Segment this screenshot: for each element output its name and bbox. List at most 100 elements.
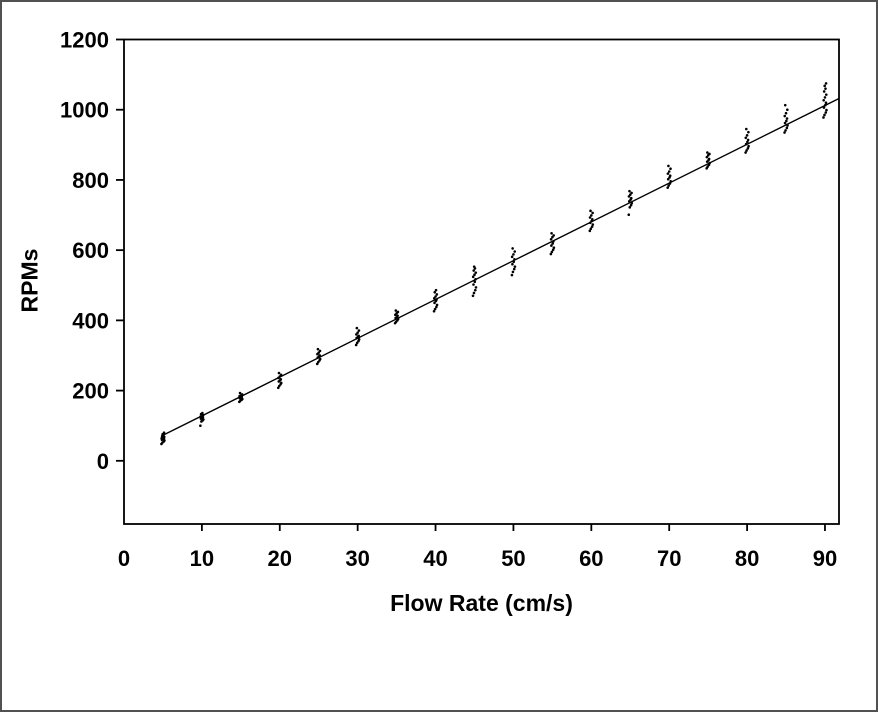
data-point	[707, 157, 711, 161]
y-tick-label: 0	[97, 449, 109, 474]
data-point	[666, 186, 670, 189]
data-point	[277, 371, 281, 375]
data-point	[825, 108, 828, 112]
data-point	[822, 106, 826, 109]
data-point	[824, 101, 828, 104]
data-point	[396, 310, 400, 314]
x-tick-label: 10	[190, 546, 214, 571]
data-point	[747, 130, 750, 134]
data-point	[823, 96, 827, 99]
data-point	[589, 227, 593, 231]
data-point	[551, 248, 555, 252]
data-point	[472, 269, 475, 272]
data-point	[473, 280, 477, 284]
data-point	[434, 288, 438, 292]
data-point	[510, 273, 514, 277]
data-point	[552, 234, 555, 237]
data-point	[511, 247, 514, 250]
x-axis-title: Flow Rate (cm/s)	[390, 590, 573, 616]
data-point	[432, 309, 436, 313]
data-point	[785, 117, 789, 120]
data-point	[201, 411, 204, 415]
data-point	[667, 184, 671, 187]
data-point	[435, 303, 439, 307]
data-point	[628, 206, 632, 209]
data-point	[823, 113, 826, 117]
y-axis-title: RPMs	[16, 248, 43, 313]
data-point	[667, 170, 671, 173]
data-point	[551, 242, 554, 245]
data-point	[783, 131, 786, 134]
data-point	[668, 174, 672, 178]
data-point	[318, 349, 322, 353]
data-point	[824, 111, 828, 114]
x-tick-label: 70	[657, 546, 681, 571]
x-tick-label: 30	[345, 546, 369, 571]
data-point	[472, 265, 476, 268]
data-point	[396, 314, 399, 318]
data-point	[238, 391, 242, 395]
data-point	[630, 201, 634, 205]
data-point	[435, 293, 439, 296]
data-point	[824, 93, 828, 96]
data-point	[745, 149, 748, 152]
data-point	[667, 164, 670, 168]
y-tick-label: 600	[72, 238, 109, 263]
data-point	[591, 223, 595, 226]
data-point	[746, 140, 749, 144]
data-point	[394, 309, 398, 312]
data-point	[744, 151, 747, 154]
data-point	[744, 127, 748, 131]
data-point	[745, 134, 749, 137]
data-point	[513, 250, 517, 253]
data-point	[549, 237, 553, 241]
data-point	[433, 307, 437, 311]
plot-frame	[123, 38, 840, 525]
data-point	[435, 298, 438, 301]
data-point	[588, 229, 592, 233]
data-point	[591, 211, 594, 215]
data-point	[510, 255, 514, 259]
data-point	[513, 257, 516, 261]
data-point	[473, 288, 477, 292]
data-point	[744, 136, 748, 140]
data-point	[471, 275, 475, 279]
data-point	[513, 265, 517, 268]
data-point	[550, 232, 553, 235]
data-point	[550, 250, 554, 254]
data-point	[822, 90, 826, 93]
data-point	[549, 252, 553, 256]
data-point	[824, 82, 828, 85]
data-point	[354, 343, 358, 347]
data-point	[783, 114, 787, 118]
data-point	[746, 147, 750, 150]
data-point	[823, 84, 826, 88]
data-point	[588, 216, 592, 219]
data-point	[434, 295, 437, 298]
data-point	[822, 116, 825, 119]
data-point	[550, 244, 553, 247]
data-point	[784, 129, 787, 132]
fit-line	[162, 97, 840, 436]
data-point	[666, 172, 670, 175]
data-point	[356, 331, 359, 334]
data-point	[473, 273, 476, 277]
data-point	[511, 262, 514, 266]
data-point	[708, 161, 711, 165]
x-tick-label: 60	[579, 546, 603, 571]
data-point	[357, 334, 360, 338]
data-point	[746, 138, 750, 142]
data-point	[591, 217, 594, 221]
x-tick-label: 40	[423, 546, 447, 571]
data-point	[744, 142, 748, 146]
data-point	[240, 393, 244, 396]
y-tick-label: 1200	[60, 28, 109, 53]
data-point	[590, 214, 593, 217]
data-point	[162, 431, 166, 435]
data-point	[472, 283, 475, 286]
data-point	[512, 267, 516, 271]
data-point	[279, 378, 283, 381]
data-point	[589, 209, 592, 213]
data-point	[512, 253, 515, 256]
